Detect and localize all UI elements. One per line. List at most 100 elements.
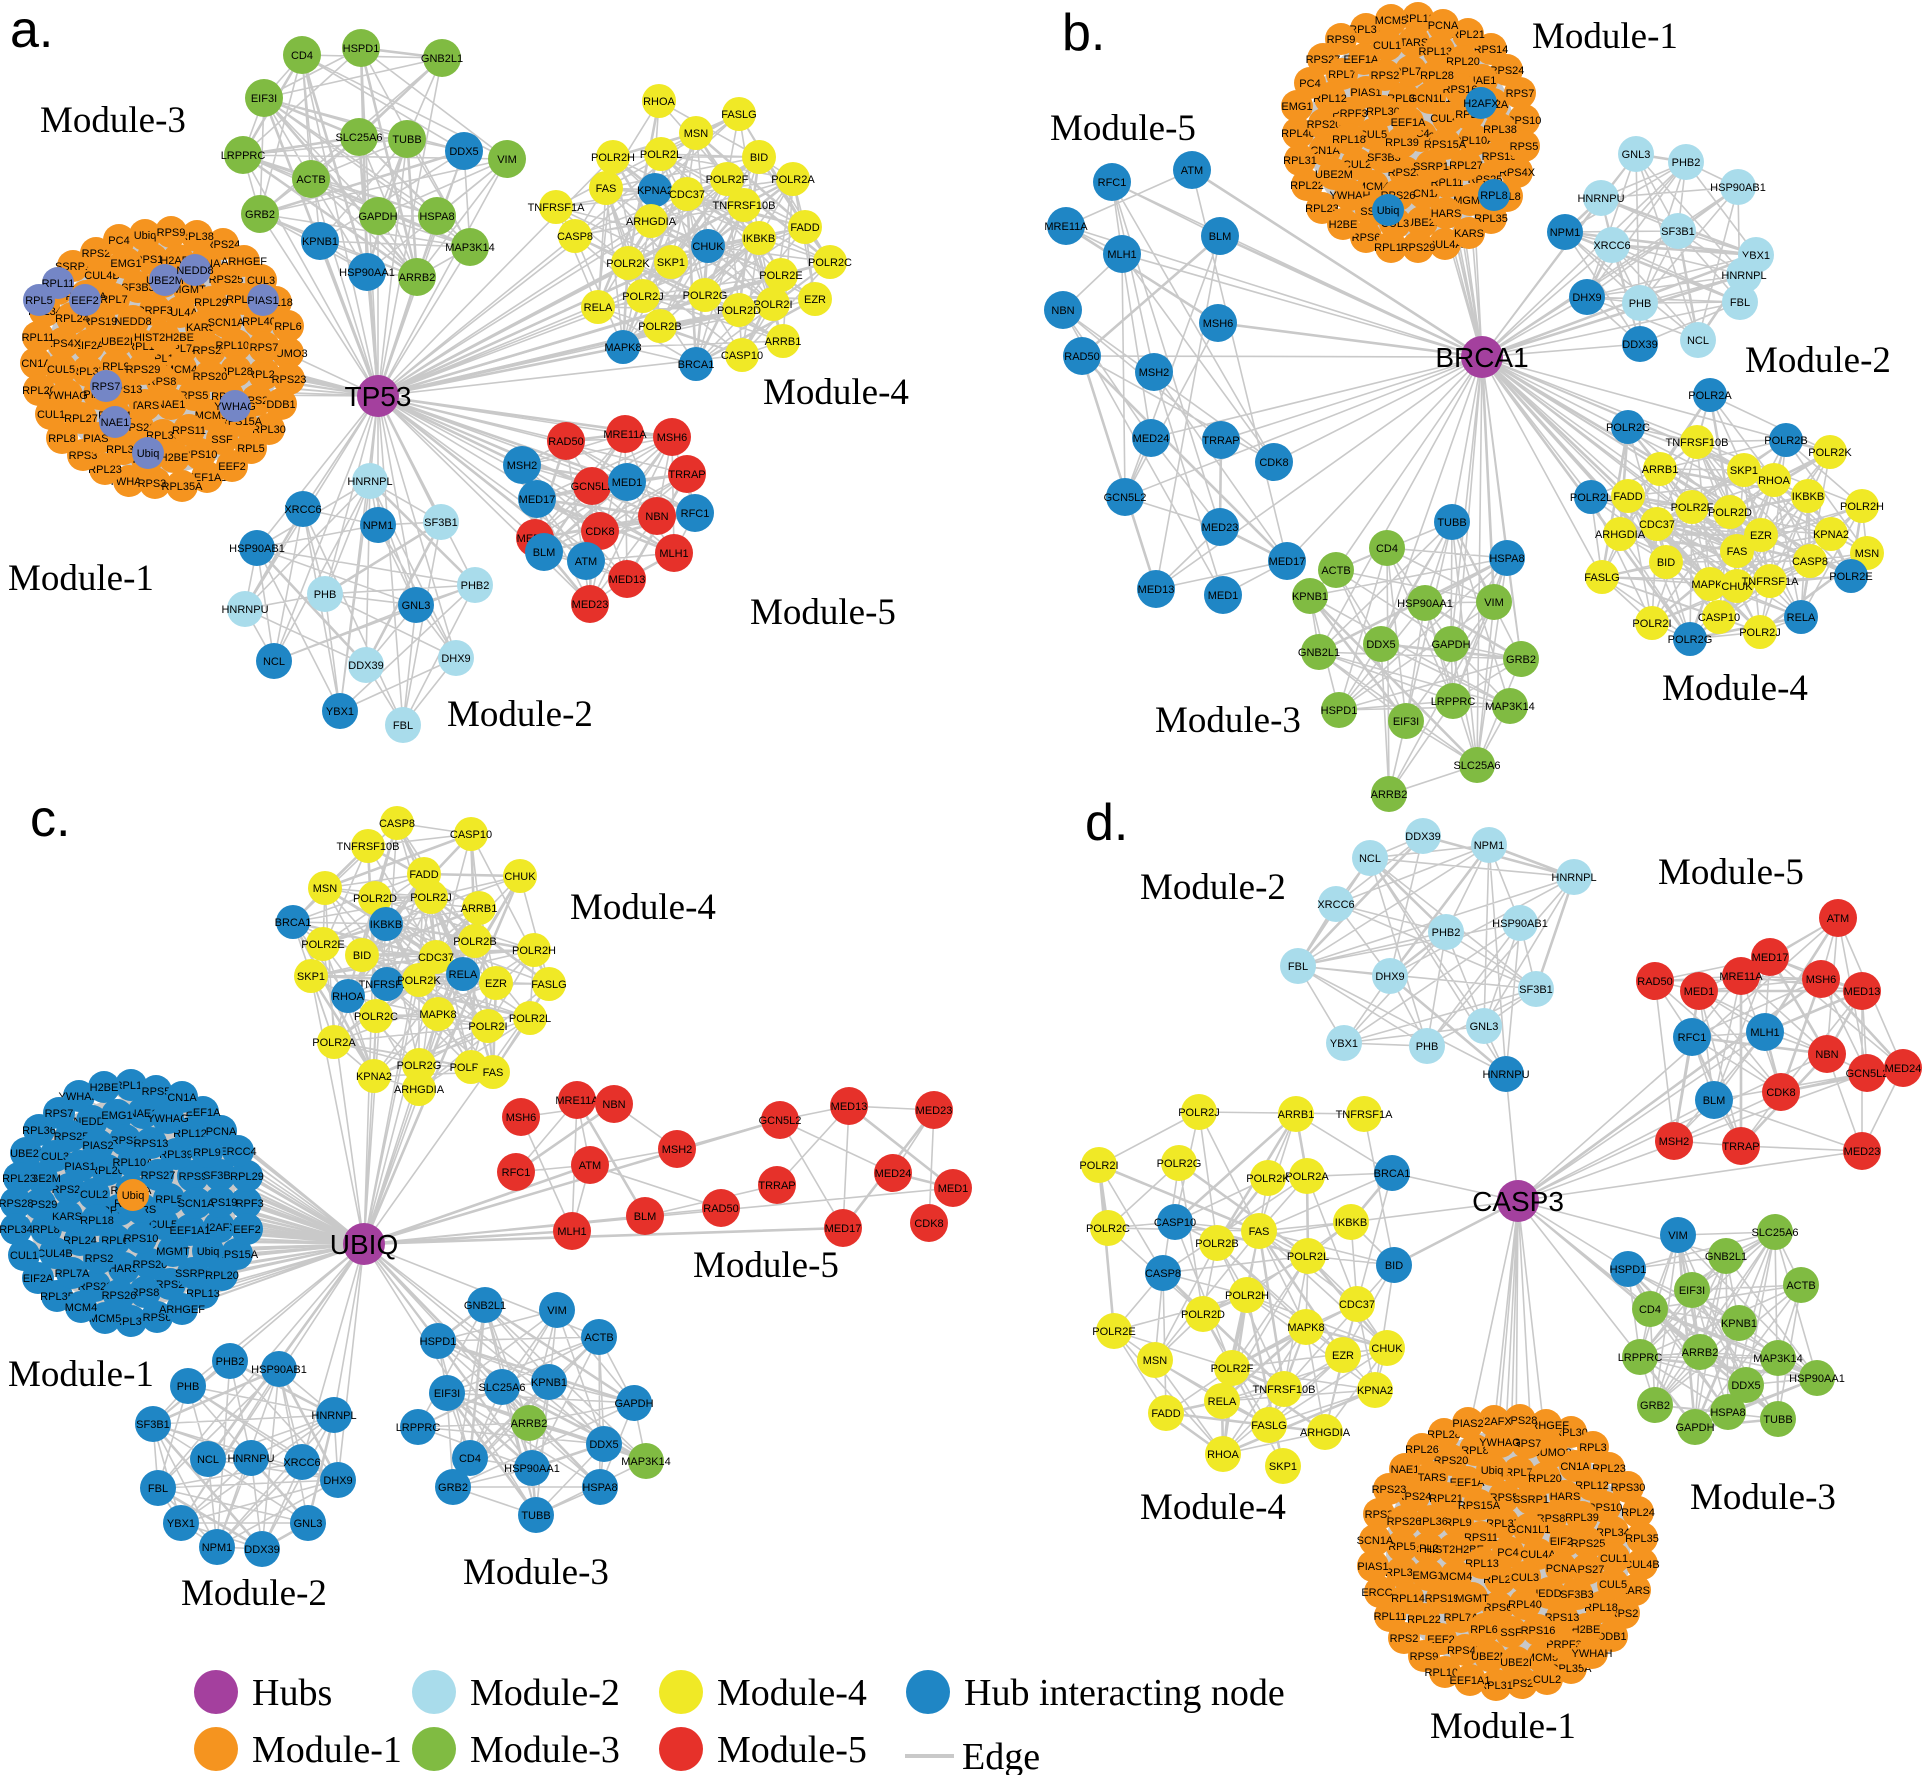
svg-text:RPL11: RPL11 bbox=[42, 278, 75, 290]
svg-text:YWHAG: YWHAG bbox=[214, 401, 256, 413]
svg-text:GCN1L1: GCN1L1 bbox=[1508, 1524, 1551, 1536]
svg-text:CUL5: CUL5 bbox=[1599, 1579, 1627, 1591]
svg-text:YBX1: YBX1 bbox=[1330, 1038, 1358, 1050]
svg-text:Module-3: Module-3 bbox=[1690, 1477, 1836, 1518]
svg-text:KARS: KARS bbox=[1454, 228, 1484, 240]
svg-text:CDK8: CDK8 bbox=[1259, 457, 1288, 469]
svg-text:RFC1: RFC1 bbox=[1678, 1032, 1707, 1044]
svg-text:Module-4: Module-4 bbox=[717, 1672, 867, 1714]
svg-text:RPS13: RPS13 bbox=[134, 1138, 169, 1150]
svg-text:CD4: CD4 bbox=[459, 1453, 481, 1465]
svg-text:ACTB: ACTB bbox=[584, 1332, 613, 1344]
svg-text:GNB2L1: GNB2L1 bbox=[1298, 647, 1340, 659]
svg-text:RHOA: RHOA bbox=[643, 96, 675, 108]
svg-text:RPS6: RPS6 bbox=[1352, 232, 1381, 244]
svg-text:PCNA: PCNA bbox=[1428, 20, 1459, 32]
svg-text:RPL10A: RPL10A bbox=[113, 1157, 155, 1169]
svg-text:RPS16: RPS16 bbox=[1521, 1625, 1556, 1637]
svg-text:SLC25A6: SLC25A6 bbox=[1453, 760, 1500, 772]
svg-text:HNRNPL: HNRNPL bbox=[1551, 872, 1596, 884]
svg-text:POLR2I: POLR2I bbox=[1632, 618, 1671, 630]
svg-text:RPS19: RPS19 bbox=[83, 316, 118, 328]
svg-text:CUL2: CUL2 bbox=[1343, 159, 1371, 171]
svg-text:MGMT: MGMT bbox=[156, 1246, 190, 1258]
svg-text:RPL38: RPL38 bbox=[180, 231, 214, 243]
svg-text:RPS25: RPS25 bbox=[54, 1131, 89, 1143]
svg-text:POLR2J: POLR2J bbox=[622, 291, 664, 303]
svg-text:RPL6: RPL6 bbox=[101, 1235, 129, 1247]
svg-text:ARHGEF: ARHGEF bbox=[159, 1304, 205, 1316]
svg-text:MAP3K14: MAP3K14 bbox=[1753, 1353, 1803, 1365]
svg-text:ERCC4: ERCC4 bbox=[1361, 1587, 1398, 1599]
svg-text:NCL: NCL bbox=[197, 1454, 219, 1466]
svg-text:POLR2D: POLR2D bbox=[1708, 507, 1752, 519]
svg-text:BRCA1: BRCA1 bbox=[1374, 1168, 1411, 1180]
svg-text:POLR2L: POLR2L bbox=[1570, 492, 1612, 504]
svg-text:RPL6: RPL6 bbox=[1470, 1624, 1498, 1636]
svg-text:POLR2F: POLR2F bbox=[706, 174, 749, 186]
svg-text:POLR2F: POLR2F bbox=[1671, 502, 1714, 514]
svg-text:MAP3K14: MAP3K14 bbox=[445, 242, 495, 254]
svg-text:MED1: MED1 bbox=[612, 477, 643, 489]
svg-text:IKBKB: IKBKB bbox=[370, 919, 402, 931]
svg-text:RPS14: RPS14 bbox=[135, 254, 170, 266]
svg-text:SSRP1: SSRP1 bbox=[1513, 1494, 1549, 1506]
svg-text:ARRB1: ARRB1 bbox=[1642, 464, 1679, 476]
svg-text:RPL31: RPL31 bbox=[1283, 155, 1317, 167]
svg-text:UBE2I: UBE2I bbox=[101, 336, 133, 348]
svg-text:SSF: SSF bbox=[1500, 1627, 1522, 1639]
svg-text:MSN: MSN bbox=[684, 128, 709, 140]
svg-text:MLH1: MLH1 bbox=[557, 1226, 586, 1238]
svg-text:H2BE: H2BE bbox=[1572, 1624, 1601, 1636]
svg-text:PIAS1: PIAS1 bbox=[64, 1161, 95, 1173]
svg-text:DDX39: DDX39 bbox=[1622, 339, 1657, 351]
svg-text:KARS: KARS bbox=[52, 1211, 82, 1223]
svg-text:CDC37: CDC37 bbox=[1339, 1299, 1375, 1311]
svg-text:POLR2D: POLR2D bbox=[1181, 1309, 1225, 1321]
svg-text:RPS5: RPS5 bbox=[142, 1086, 171, 1098]
svg-text:TUBB: TUBB bbox=[1763, 1414, 1792, 1426]
svg-text:FADD: FADD bbox=[1613, 491, 1642, 503]
svg-text:POLR2J: POLR2J bbox=[1178, 1107, 1220, 1119]
svg-text:POLR2E: POLR2E bbox=[1092, 1326, 1135, 1338]
svg-text:UBIQ: UBIQ bbox=[330, 1229, 398, 1260]
svg-text:ARHGDIA: ARHGDIA bbox=[626, 216, 677, 228]
svg-text:Module-4: Module-4 bbox=[570, 887, 716, 928]
svg-text:CUL1: CUL1 bbox=[1600, 1553, 1628, 1565]
svg-text:Ubiq: Ubiq bbox=[1481, 1465, 1504, 1477]
svg-text:MSN: MSN bbox=[313, 883, 338, 895]
svg-text:SSRP1: SSRP1 bbox=[1413, 161, 1449, 173]
svg-text:RPS24: RPS24 bbox=[1397, 1491, 1432, 1503]
svg-text:NCL: NCL bbox=[263, 656, 285, 668]
svg-text:DDX5: DDX5 bbox=[449, 146, 478, 158]
svg-text:RPL5: RPL5 bbox=[25, 295, 53, 307]
svg-text:MSH2: MSH2 bbox=[507, 460, 538, 472]
svg-text:CD4: CD4 bbox=[1376, 543, 1398, 555]
svg-text:MED24: MED24 bbox=[1133, 433, 1170, 445]
svg-text:CDK8: CDK8 bbox=[914, 1218, 943, 1230]
svg-text:PHB: PHB bbox=[1629, 298, 1652, 310]
svg-text:DHX9: DHX9 bbox=[323, 1475, 352, 1487]
svg-text:RELA: RELA bbox=[584, 302, 613, 314]
svg-text:RPS23: RPS23 bbox=[78, 1281, 113, 1293]
svg-text:BLM: BLM bbox=[1703, 1095, 1726, 1107]
svg-text:POLR2J: POLR2J bbox=[1739, 627, 1781, 639]
svg-text:EZR: EZR bbox=[1332, 1350, 1354, 1362]
svg-text:HSP90AB1: HSP90AB1 bbox=[229, 543, 285, 555]
svg-text:GAPDH: GAPDH bbox=[1675, 1422, 1714, 1434]
svg-text:RPS27: RPS27 bbox=[1570, 1564, 1605, 1576]
svg-text:PC4: PC4 bbox=[108, 235, 129, 247]
svg-text:RPL36: RPL36 bbox=[22, 1125, 56, 1137]
svg-text:POLR2E: POLR2E bbox=[1829, 571, 1872, 583]
svg-text:FAS: FAS bbox=[1727, 546, 1748, 558]
svg-text:RPS9: RPS9 bbox=[179, 1171, 208, 1183]
svg-text:Module-2: Module-2 bbox=[447, 694, 593, 735]
svg-text:RPL8: RPL8 bbox=[48, 433, 76, 445]
svg-text:RPL10A: RPL10A bbox=[1454, 135, 1496, 147]
svg-text:MED23: MED23 bbox=[572, 599, 609, 611]
svg-text:Module-4: Module-4 bbox=[1662, 668, 1808, 709]
svg-text:SKP1: SKP1 bbox=[1269, 1461, 1297, 1473]
svg-text:RPS2: RPS2 bbox=[1371, 70, 1400, 82]
svg-text:FBL: FBL bbox=[1730, 297, 1750, 309]
svg-text:POLR2G: POLR2G bbox=[397, 1060, 442, 1072]
